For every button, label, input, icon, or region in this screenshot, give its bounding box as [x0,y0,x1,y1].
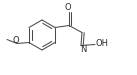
Text: N: N [80,45,86,54]
Text: O: O [12,36,19,45]
Text: O: O [65,2,71,11]
Text: OH: OH [95,40,109,49]
